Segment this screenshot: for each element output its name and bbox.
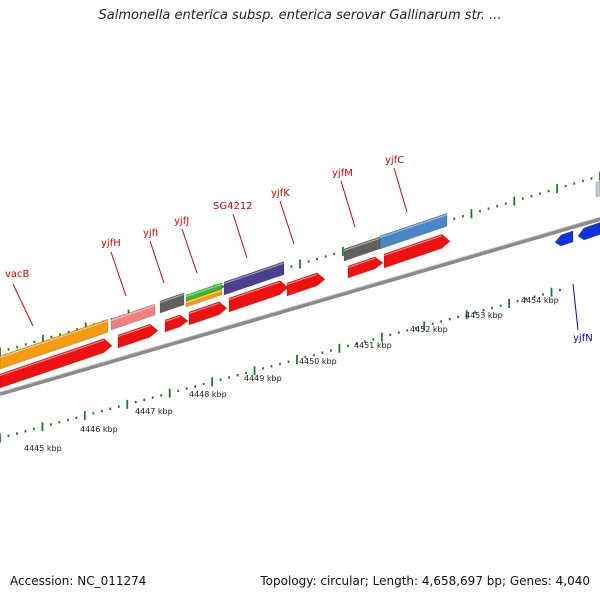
inner-tick-track — [0, 287, 561, 443]
gene-block-yjfC-highlight — [379, 214, 448, 239]
kbp-scale-labels: 4445 kbp 4446 kbp 4447 kbp 4448 kbp 4449 kbp… — [24, 296, 559, 453]
cds-yjfH — [117, 323, 159, 349]
cds-yjfH-highlight — [117, 325, 151, 338]
gene-label-yjfM: yjfM — [332, 168, 353, 179]
leader-yjfN — [572, 283, 579, 331]
genome-summary-text: Topology: circular; Length: 4,658,697 bp… — [260, 574, 590, 588]
gene-block-yjfJ-b-highlight — [185, 289, 223, 304]
kbp-label: 4447 kbp — [135, 407, 173, 416]
kbp-label: 4445 kbp — [24, 444, 62, 453]
cds-vacB — [0, 338, 113, 389]
gene-label-SG4212: SG4212 — [213, 201, 253, 212]
map-title: Salmonella enterica subsp. enterica sero… — [98, 8, 502, 23]
gene-label-yjfK: yjfK — [271, 188, 290, 199]
genome-backbone — [0, 216, 600, 396]
cds-yjfJ — [188, 301, 228, 326]
gene-label-vacB: vacB — [5, 269, 30, 280]
gene-label-leaders — [12, 167, 579, 331]
gene-labels: vacB yjfH yjfI yjfJ SG4212 yjfK yjfM yjfC yjfN — [5, 155, 593, 344]
gene-block-yjfN — [554, 230, 574, 247]
cds-yjfK — [286, 272, 326, 297]
cds-yjfC-highlight — [383, 235, 443, 257]
backbone-line — [0, 217, 600, 396]
gene-block-vacB-highlight — [0, 320, 109, 359]
kbp-label: 4453 kbp — [465, 311, 503, 320]
kbp-label: 4450 kbp — [299, 357, 337, 366]
gene-label-yjfN: yjfN — [573, 333, 593, 344]
gene-block-offscreen — [595, 180, 600, 198]
gene-features — [0, 180, 600, 389]
kbp-label: 4451 kbp — [354, 341, 392, 350]
gene-block-yjfJ-b — [185, 288, 223, 308]
gene-block-SG4212-highlight — [223, 262, 285, 285]
kbp-label: 4454 kbp — [521, 296, 559, 305]
cds-SG4212-highlight — [228, 281, 281, 301]
cds-vacB-highlight — [0, 339, 105, 377]
gene-block-vacB — [0, 318, 109, 370]
cds-yjfI — [164, 314, 189, 333]
gene-block-yjfJ-highlight — [185, 283, 223, 298]
leader-yjfK — [279, 200, 295, 245]
gene-label-yjfI: yjfI — [143, 228, 158, 239]
kbp-label: 4449 kbp — [244, 374, 282, 383]
gene-block-yjfI-highlight — [159, 293, 185, 304]
gene-block-yjfH-highlight — [110, 304, 156, 322]
gene-block-yjfJ — [185, 282, 223, 302]
kbp-label: 4452 kbp — [410, 325, 448, 334]
gene-label-yjfH: yjfH — [101, 238, 121, 249]
leader-yjfJ — [181, 228, 198, 274]
gene-block-yjfM-highlight — [343, 237, 381, 252]
gene-block-yjfH — [110, 303, 156, 331]
leader-vacB — [12, 283, 34, 327]
gene-block-yjfI — [159, 292, 185, 314]
cds-yjfK-highlight — [286, 273, 318, 286]
cds-yjfI-highlight — [164, 315, 181, 323]
gene-block-SG4212 — [223, 261, 285, 296]
gene-label-yjfJ: yjfJ — [174, 216, 189, 227]
cds-yjfM-highlight — [347, 257, 376, 269]
leader-yjfM — [340, 180, 356, 228]
backbone-highlight — [0, 216, 600, 393]
cds-yjfC — [383, 233, 451, 269]
leader-SG4212 — [232, 213, 248, 259]
cds-SG4212 — [228, 280, 289, 313]
kbp-label: 4448 kbp — [189, 390, 227, 399]
leader-yjfH — [110, 251, 127, 297]
cds-yjfM — [347, 256, 384, 279]
leader-yjfI — [149, 240, 165, 284]
kbp-label: 4446 kbp — [80, 425, 118, 434]
gene-block-yjfC — [379, 212, 448, 250]
cds-yjfJ-highlight — [188, 302, 220, 315]
gene-block-yjfN-2 — [577, 222, 600, 241]
leader-yjfC — [393, 167, 408, 213]
accession-text: Accession: NC_011274 — [10, 574, 147, 588]
gene-label-yjfC: yjfC — [385, 155, 404, 166]
